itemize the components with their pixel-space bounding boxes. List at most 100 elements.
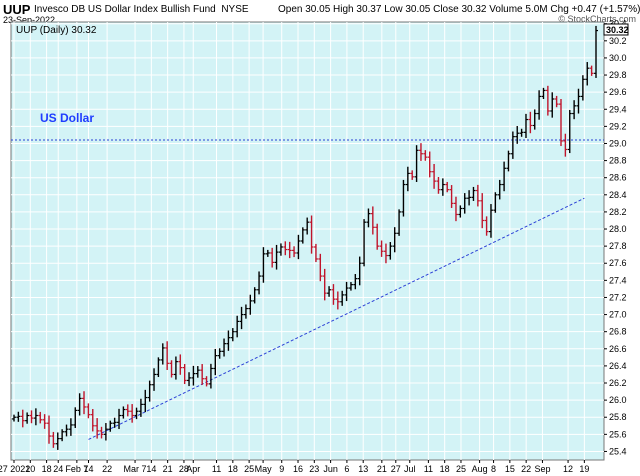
x-tick-label: 21	[163, 464, 173, 474]
x-tick-label: 25	[456, 464, 466, 474]
ohlc-bar	[594, 25, 598, 78]
ohlc-bar	[366, 208, 371, 228]
ohlc-bar	[257, 271, 262, 295]
ohlc-bar	[515, 126, 520, 144]
ohlc-bar	[475, 184, 480, 207]
ohlc-bar	[335, 291, 340, 310]
x-tick-label: 11	[212, 464, 221, 474]
ohlc-bar	[169, 360, 174, 378]
ohlc-bar	[383, 243, 388, 264]
ohlc-bar	[38, 411, 43, 424]
ohlc-bar	[537, 90, 542, 120]
ohlc-bar	[480, 193, 485, 229]
ohlc-bar	[270, 247, 275, 268]
ohlc-bar	[178, 354, 183, 375]
ohlc-bar	[327, 286, 332, 297]
ohlc-bar	[458, 205, 463, 218]
y-tick-label: 27.4	[609, 275, 627, 285]
y-tick-label: 27.6	[609, 258, 627, 268]
ohlc-bar	[558, 98, 563, 147]
y-tick-label: 25.4	[609, 446, 627, 456]
ohlc-bar	[95, 418, 100, 439]
y-tick-label: 29.2	[609, 121, 627, 131]
x-tick-label: 28	[179, 464, 189, 474]
ohlc-bar	[353, 274, 358, 290]
ohlc-bar	[423, 150, 428, 161]
ohlc-bar	[410, 170, 415, 180]
ohlc-bar	[589, 65, 594, 76]
ohlc-bar	[90, 409, 95, 432]
last-price-marker: 30.32	[603, 23, 629, 36]
y-tick-label: 26.6	[609, 344, 627, 354]
x-tick-label: 14	[83, 464, 93, 474]
ohlc-bar	[418, 143, 423, 161]
x-tick-label: 22	[102, 464, 112, 474]
ohlc-bar	[370, 206, 375, 235]
y-tick-label: 25.8	[609, 412, 627, 422]
x-tick-label: Jun	[323, 464, 338, 474]
y-tick-label: 28.8	[609, 156, 627, 166]
chart-header: UUP Invesco DB US Dollar Index Bullish F…	[0, 0, 640, 25]
ohlc-bar	[375, 223, 380, 250]
ohlc-bar	[138, 398, 143, 417]
ohlc-bar	[283, 241, 288, 256]
ohlc-bar	[147, 380, 152, 402]
x-tick-label: Aug	[472, 464, 488, 474]
x-tick-label: Sep	[534, 464, 550, 474]
y-tick-label: 30.0	[609, 53, 627, 63]
ohlc-bar	[497, 179, 502, 200]
ohlc-bar	[125, 404, 130, 417]
ohlc-bar	[300, 227, 305, 244]
x-tick-label: 27	[391, 464, 401, 474]
ohlc-bar	[554, 95, 559, 108]
ohlc-bar	[432, 164, 437, 189]
ohlc-bar	[344, 281, 349, 302]
ohlc-bar	[405, 166, 410, 192]
x-tick-label: 24	[53, 464, 63, 474]
ohlc-bar	[528, 111, 533, 134]
ohlc-bar	[25, 412, 30, 424]
quote-line: Open 30.05 High 30.37 Low 30.05 Close 30…	[278, 4, 640, 15]
x-tick-label: 18	[228, 464, 238, 474]
ohlc-bar	[519, 128, 524, 137]
x-tick-label: 23	[309, 464, 319, 474]
ohlc-bar	[239, 306, 244, 330]
ohlc-bar	[388, 242, 393, 260]
ohlc-bar	[165, 341, 170, 371]
ohlc-bar	[331, 284, 336, 305]
ohlc-bar	[68, 418, 73, 436]
ohlc-bar	[340, 290, 345, 306]
ohlc-bar	[414, 145, 419, 182]
ohlc-bar	[362, 219, 367, 267]
ohlc-bar	[160, 343, 165, 365]
ohlc-bar	[318, 253, 323, 282]
ohlc-bar	[204, 376, 209, 387]
ohlc-bar	[471, 186, 476, 201]
y-tick-label: 29.4	[609, 104, 627, 114]
y-tick-label: 26.0	[609, 395, 627, 405]
x-tick-label: Feb 7	[65, 464, 88, 474]
ohlc-bar	[296, 234, 301, 260]
last-price-label: 30.32	[606, 25, 629, 35]
ohlc-bar	[60, 429, 65, 442]
ohlc-bar	[173, 356, 178, 380]
ohlc-bar	[261, 247, 266, 283]
ohlc-bar	[103, 423, 108, 441]
ohlc-bar	[379, 240, 384, 257]
x-tick-label: 22	[521, 464, 531, 474]
ohlc-bar	[453, 196, 458, 222]
ticker-symbol: UUP	[3, 2, 31, 17]
ohlc-bar	[33, 408, 38, 426]
fund-name: Invesco DB US Dollar Index Bullish Fund …	[34, 4, 249, 15]
x-tick-label: 16	[293, 464, 303, 474]
ohlc-bar	[12, 414, 16, 422]
x-tick-label: 14	[146, 464, 156, 474]
ohlc-bar	[213, 348, 218, 376]
ohlc-bar	[563, 133, 568, 157]
ohlc-bar	[493, 192, 498, 213]
ohlc-bar	[322, 268, 327, 301]
ohlc-bar	[86, 403, 91, 419]
trend-line	[88, 197, 585, 440]
y-tick-label: 29.0	[609, 138, 627, 148]
